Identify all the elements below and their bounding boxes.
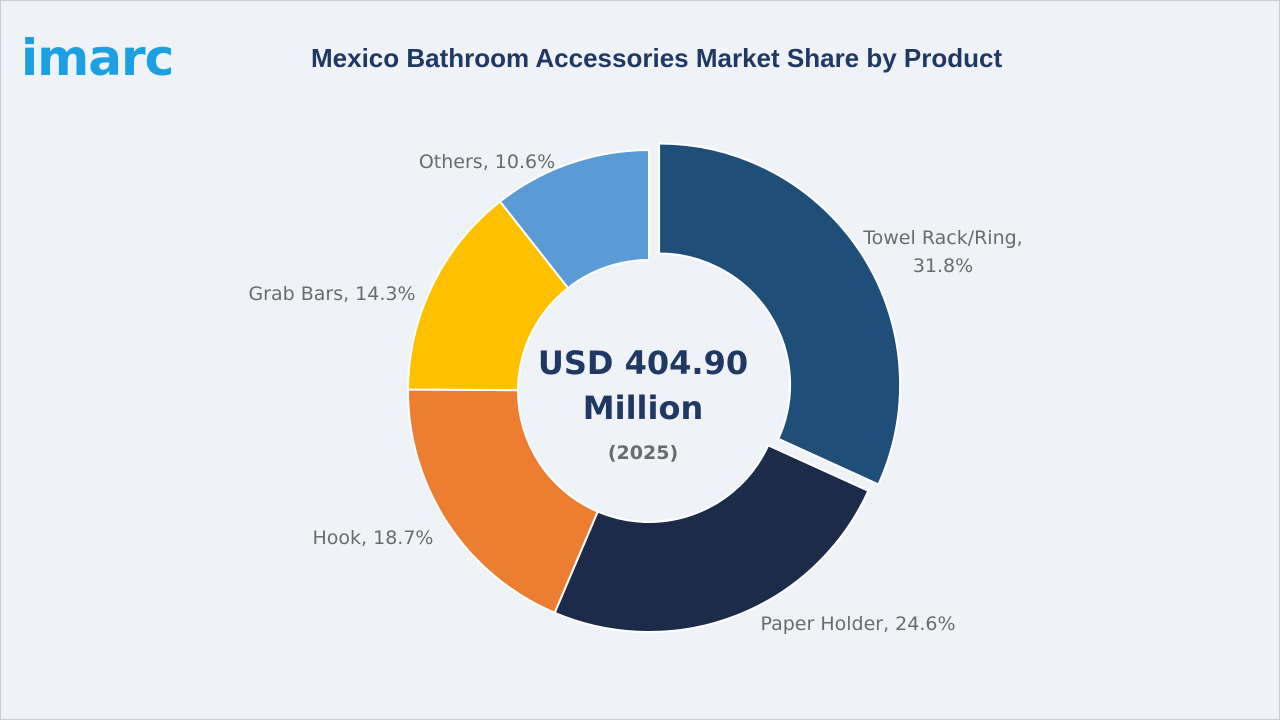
center-value-line1: USD 404.90 [538,344,748,382]
slice-towel-rack-ring [658,142,902,486]
label-others: Others, 10.6% [419,151,555,173]
label-towel-rack-ring: Towel Rack/Ring, [862,227,1022,249]
logo-text: imarc [21,29,173,87]
center-year: (2025) [608,442,678,464]
slice-paper-holder [553,443,870,633]
donut-slices [406,142,902,633]
label-paper-holder: Paper Holder, 24.6% [760,613,955,635]
chart-title: Mexico Bathroom Accessories Market Share… [311,43,1003,73]
center-value-line2: Million [583,389,703,427]
slice-hook [407,388,600,615]
label-hook: Hook, 18.7% [313,527,434,549]
slice-others [498,148,650,290]
label-towel-rack-ring-pct: 31.8% [913,255,973,277]
donut-chart: USD 404.90 Million (2025) Towel Rack/Rin… [248,142,1023,635]
label-grab-bars: Grab Bars, 14.3% [248,283,415,305]
imarc-logo: imarc [21,29,174,87]
